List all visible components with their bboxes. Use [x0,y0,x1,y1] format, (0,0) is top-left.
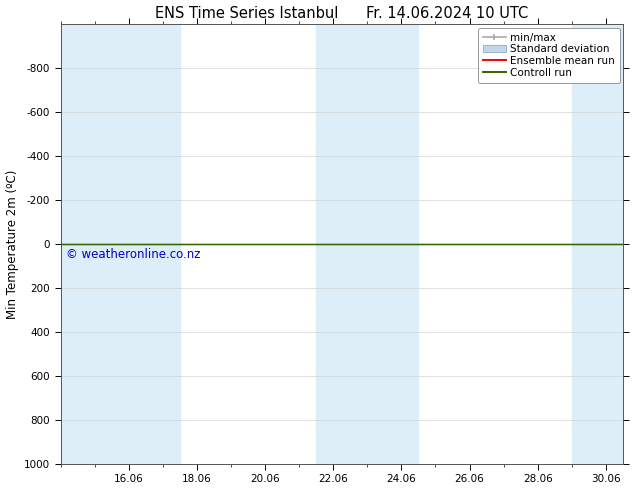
Title: ENS Time Series Istanbul      Fr. 14.06.2024 10 UTC: ENS Time Series Istanbul Fr. 14.06.2024 … [155,5,528,21]
Legend: min/max, Standard deviation, Ensemble mean run, Controll run: min/max, Standard deviation, Ensemble me… [477,27,620,83]
Text: © weatheronline.co.nz: © weatheronline.co.nz [67,248,201,261]
Y-axis label: Min Temperature 2m (ºC): Min Temperature 2m (ºC) [6,170,18,319]
Bar [61,24,94,464]
Bar [316,24,418,464]
Bar [94,24,180,464]
Bar [572,24,623,464]
